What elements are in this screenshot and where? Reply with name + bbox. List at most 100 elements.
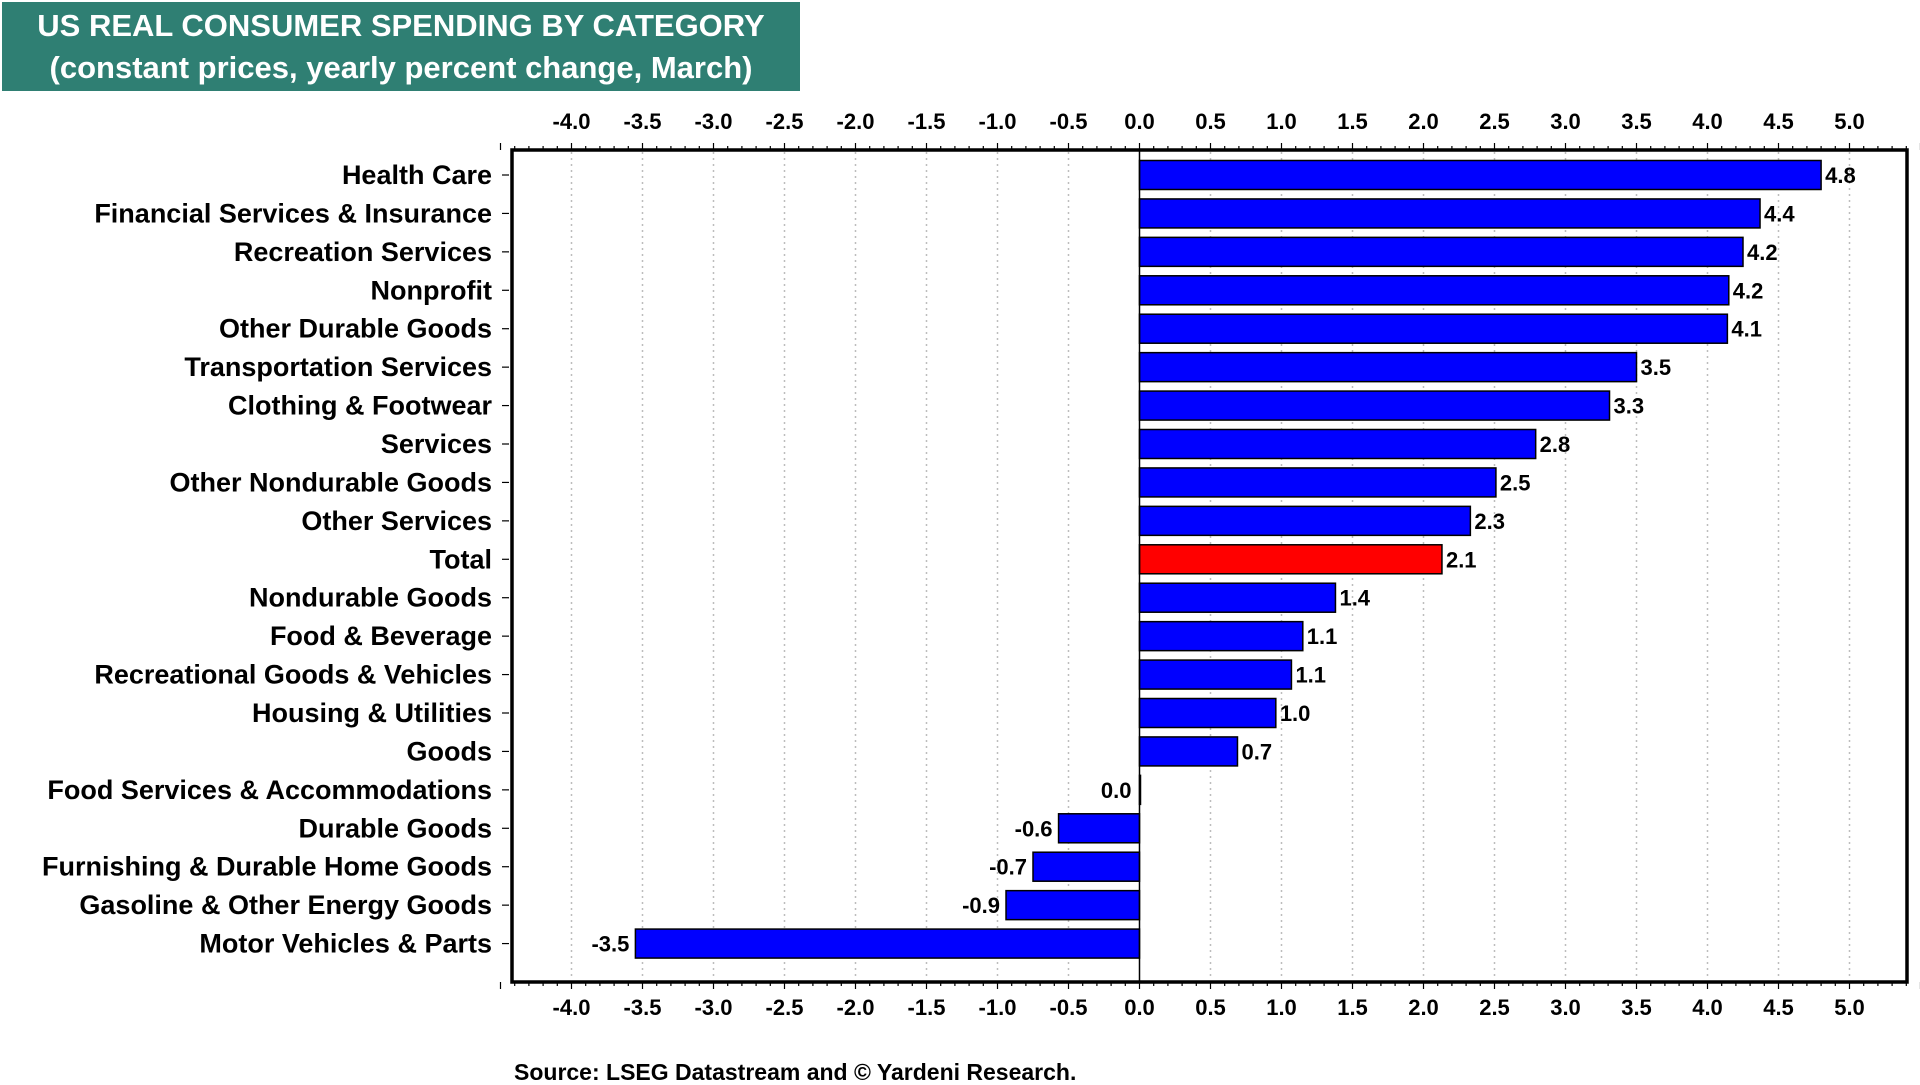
category-label: Health Care (342, 160, 492, 190)
category-label: Housing & Utilities (252, 698, 492, 728)
category-label: Durable Goods (298, 813, 492, 843)
tick-label-bottom: 3.0 (1550, 995, 1581, 1020)
tick-label-top: 4.5 (1763, 109, 1794, 134)
bar (1138, 505, 1472, 537)
data-label: 1.0 (1280, 701, 1311, 726)
tick-label-bottom: 1.0 (1266, 995, 1297, 1020)
data-label: 2.3 (1474, 509, 1505, 534)
tick-label-top: -2.5 (766, 109, 804, 134)
bar (1138, 351, 1638, 383)
bar (634, 928, 1141, 959)
tick-label-top: -1.5 (908, 109, 946, 134)
tick-label-top: -2.0 (837, 109, 875, 134)
tick-label-top: 3.5 (1621, 109, 1652, 134)
tick-label-bottom: -1.5 (908, 995, 946, 1020)
bar (1138, 313, 1729, 344)
data-label: 2.1 (1446, 547, 1477, 572)
chart-subtitle: (constant prices, yearly percent change,… (49, 50, 753, 85)
tick-label-bottom: -2.5 (766, 995, 804, 1020)
data-label: 4.4 (1764, 201, 1795, 226)
data-label: 1.1 (1295, 663, 1326, 688)
category-label: Transportation Services (184, 352, 492, 382)
tick-label-bottom: 3.5 (1621, 995, 1652, 1020)
tick-label-top: 5.0 (1834, 109, 1865, 134)
tick-label-top: 3.0 (1550, 109, 1581, 134)
bar (1138, 275, 1730, 306)
category-label: Recreational Goods & Vehicles (94, 660, 492, 690)
category-label: Recreation Services (234, 237, 492, 267)
bar (1138, 544, 1443, 575)
category-label: Motor Vehicles & Parts (199, 929, 492, 959)
tick-label-bottom: 5.0 (1834, 995, 1865, 1020)
bar (1005, 889, 1141, 921)
category-label: Food Services & Accommodations (47, 775, 492, 805)
data-label: -0.9 (962, 893, 1000, 918)
plot-frame (510, 148, 1909, 984)
category-label: Services (381, 429, 492, 459)
source-note: Source: LSEG Datastream and © Yardeni Re… (514, 1059, 1077, 1085)
tick-label-bottom: 4.0 (1692, 995, 1723, 1020)
tick-label-bottom: 1.5 (1337, 995, 1368, 1020)
tick-label-top: 0.0 (1124, 109, 1155, 134)
tick-label-bottom: 4.5 (1763, 995, 1794, 1020)
bar (1138, 659, 1293, 690)
bar (1138, 582, 1337, 613)
bar (1138, 236, 1744, 268)
data-label: 0.0 (1101, 778, 1132, 803)
category-label: Financial Services & Insurance (94, 198, 492, 228)
tick-label-top: -3.0 (695, 109, 733, 134)
category-label: Furnishing & Durable Home Goods (42, 852, 492, 882)
tick-label-top: 2.0 (1408, 109, 1439, 134)
tick-label-bottom: -3.0 (695, 995, 733, 1020)
tick-label-top: -4.0 (553, 109, 591, 134)
category-label: Other Durable Goods (219, 314, 492, 344)
tick-label-bottom: -4.0 (553, 995, 591, 1020)
tick-label-top: 2.5 (1479, 109, 1510, 134)
category-label: Gasoline & Other Energy Goods (79, 890, 492, 920)
tick-label-top: -3.5 (624, 109, 662, 134)
bar (1138, 736, 1239, 767)
category-label: Food & Beverage (270, 621, 492, 651)
category-label: Clothing & Footwear (228, 391, 492, 421)
data-label: 4.8 (1825, 163, 1856, 188)
category-label: Nondurable Goods (249, 583, 492, 613)
category-label: Nonprofit (371, 275, 492, 305)
tick-label-bottom: -2.0 (837, 995, 875, 1020)
category-label: Total (430, 544, 493, 574)
tick-label-bottom: -0.5 (1050, 995, 1088, 1020)
data-label: 3.5 (1641, 355, 1672, 380)
data-label: 0.7 (1241, 739, 1272, 764)
tick-label-top: 4.0 (1692, 109, 1723, 134)
bar (1138, 620, 1304, 652)
tick-label-bottom: 2.5 (1479, 995, 1510, 1020)
tick-label-bottom: -1.0 (979, 995, 1017, 1020)
tick-label-top: 1.5 (1337, 109, 1368, 134)
data-label: -0.7 (989, 855, 1027, 880)
chart-title-box: US REAL CONSUMER SPENDING BY CATEGORY (c… (2, 2, 800, 91)
bar (1138, 697, 1277, 729)
bar (1138, 390, 1611, 421)
data-label: 2.8 (1540, 432, 1571, 457)
tick-label-bottom: 0.0 (1124, 995, 1155, 1020)
bar (1138, 159, 1822, 191)
bar (1057, 813, 1141, 844)
data-label: 3.3 (1614, 394, 1645, 419)
tick-label-top: -0.5 (1050, 109, 1088, 134)
data-label: 4.2 (1733, 278, 1764, 303)
category-label: Goods (407, 736, 493, 766)
bar (1138, 467, 1497, 498)
category-label: Other Services (301, 506, 492, 536)
tick-label-top: -1.0 (979, 109, 1017, 134)
data-label: 1.1 (1307, 624, 1338, 649)
tick-label-top: 1.0 (1266, 109, 1297, 134)
data-label: 2.5 (1500, 470, 1531, 495)
tick-label-bottom: 0.5 (1195, 995, 1226, 1020)
data-label: 4.1 (1731, 317, 1762, 342)
category-label: Other Nondurable Goods (169, 467, 492, 497)
data-label: 1.4 (1339, 586, 1370, 611)
data-label: -0.6 (1015, 816, 1053, 841)
bar (1138, 428, 1537, 460)
bar (1032, 851, 1141, 882)
bar (1138, 198, 1761, 229)
